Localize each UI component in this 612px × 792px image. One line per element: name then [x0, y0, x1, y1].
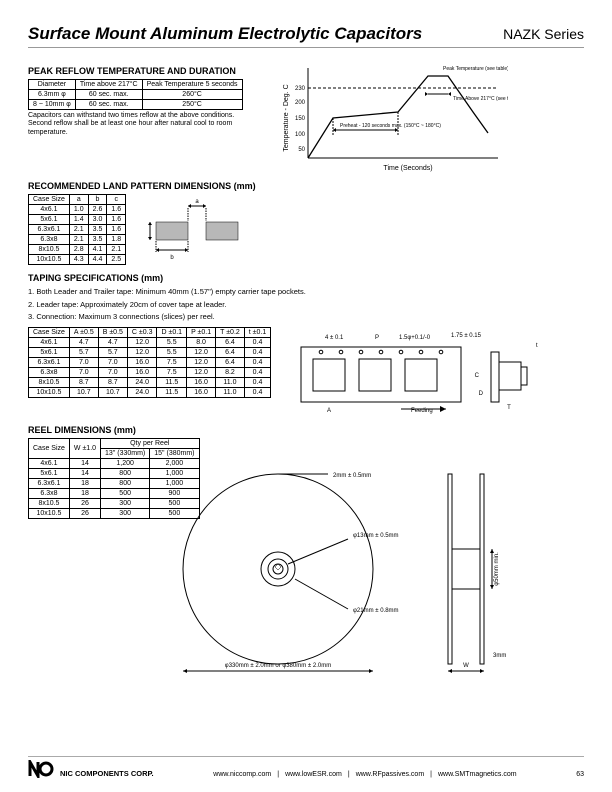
svg-text:T: T [507, 405, 511, 411]
svg-text:Time (Seconds): Time (Seconds) [383, 165, 432, 172]
land-table: Case Sizeabc 4x6.11.02.61.6 5x6.11.43.01… [28, 194, 126, 265]
svg-text:φ330mm ± 2.0mm or φ380mm ± 2.0: φ330mm ± 2.0mm or φ380mm ± 2.0mm [225, 663, 331, 669]
company-name: NIC COMPONENTS CORP. [60, 769, 154, 778]
taping-notes: 1. Both Leader and Trailer tape: Minimum… [28, 287, 584, 323]
svg-text:150: 150 [295, 116, 306, 122]
svg-text:200: 200 [295, 100, 306, 106]
land-section: Case Sizeabc 4x6.11.02.61.6 5x6.11.43.01… [28, 194, 584, 265]
svg-text:C: C [475, 373, 480, 379]
reel-title: REEL DIMENSIONS (mm) [28, 425, 584, 435]
reflow-chart: Temperature - Deg. C Time (Seconds) 50 1… [278, 58, 508, 173]
footer-links: www.niccomp.com| www.lowESR.com| www.RFp… [213, 771, 516, 778]
taping-title: TAPING SPECIFICATIONS (mm) [28, 273, 584, 283]
svg-text:W: W [463, 663, 469, 669]
header: Surface Mount Aluminum Electrolytic Capa… [28, 24, 584, 48]
page-title: Surface Mount Aluminum Electrolytic Capa… [28, 24, 422, 44]
svg-text:2mm ± 0.5mm: 2mm ± 0.5mm [333, 473, 371, 479]
reflow-footnote: Capacitors can withstand two times reflo… [28, 112, 258, 137]
svg-text:50: 50 [298, 147, 305, 153]
reflow-title: PEAK REFLOW TEMPERATURE AND DURATION [28, 66, 258, 76]
svg-text:100: 100 [295, 132, 306, 138]
series-name: NAZK Series [503, 26, 584, 42]
svg-text:Peak Temperature (see table): Peak Temperature (see table) [443, 66, 508, 72]
logo-icon [28, 760, 54, 778]
svg-text:b: b [170, 255, 174, 261]
svg-text:1.75 ± 0.15: 1.75 ± 0.15 [451, 333, 482, 339]
svg-text:P: P [375, 335, 379, 341]
svg-text:D: D [479, 391, 484, 397]
footer: NIC COMPONENTS CORP. www.niccomp.com| ww… [28, 756, 584, 778]
svg-text:A: A [327, 408, 331, 414]
svg-text:φ50mm min.: φ50mm min. [494, 551, 500, 585]
svg-text:230: 230 [295, 86, 306, 92]
land-diagram: a c b [146, 194, 276, 264]
land-title: RECOMMENDED LAND PATTERN DIMENSIONS (mm) [28, 181, 584, 191]
svg-text:t: t [536, 343, 538, 349]
svg-text:φ13mm ± 0.5mm: φ13mm ± 0.5mm [353, 533, 399, 539]
page-number: 63 [576, 771, 584, 778]
svg-text:a: a [195, 199, 199, 205]
taping-table: Case SizeA ±0.5B ±0.5C ±0.3 D ±0.1P ±0.1… [28, 327, 271, 398]
svg-text:Preheat - 120 seconds max. (15: Preheat - 120 seconds max. (150°C ~ 180°… [340, 123, 441, 129]
svg-text:Temperature - Deg. C: Temperature - Deg. C [283, 84, 290, 151]
reflow-section: PEAK REFLOW TEMPERATURE AND DURATION Dia… [28, 58, 584, 173]
reflow-table: DiameterTime above 217°CPeak Temperature… [28, 79, 243, 110]
taping-section: Case SizeA ±0.5B ±0.5C ±0.3 D ±0.1P ±0.1… [28, 327, 584, 417]
svg-text:φ21mm ± 0.8mm: φ21mm ± 0.8mm [353, 608, 399, 614]
svg-text:1.5φ+0.1/-0: 1.5φ+0.1/-0 [399, 335, 431, 341]
svg-text:Time Above 217°C (see table): Time Above 217°C (see table) [453, 96, 508, 102]
svg-text:3mm: 3mm [493, 653, 506, 659]
svg-text:4 ± 0.1: 4 ± 0.1 [325, 335, 344, 341]
taping-diagram: 4 ± 0.1 P 1.5φ+0.1/-0 1.75 ± 0.15 A Feed… [291, 327, 551, 417]
reel-diagram: 2mm ± 0.5mm φ13mm ± 0.5mm φ21mm ± 0.8mm … [148, 459, 538, 679]
